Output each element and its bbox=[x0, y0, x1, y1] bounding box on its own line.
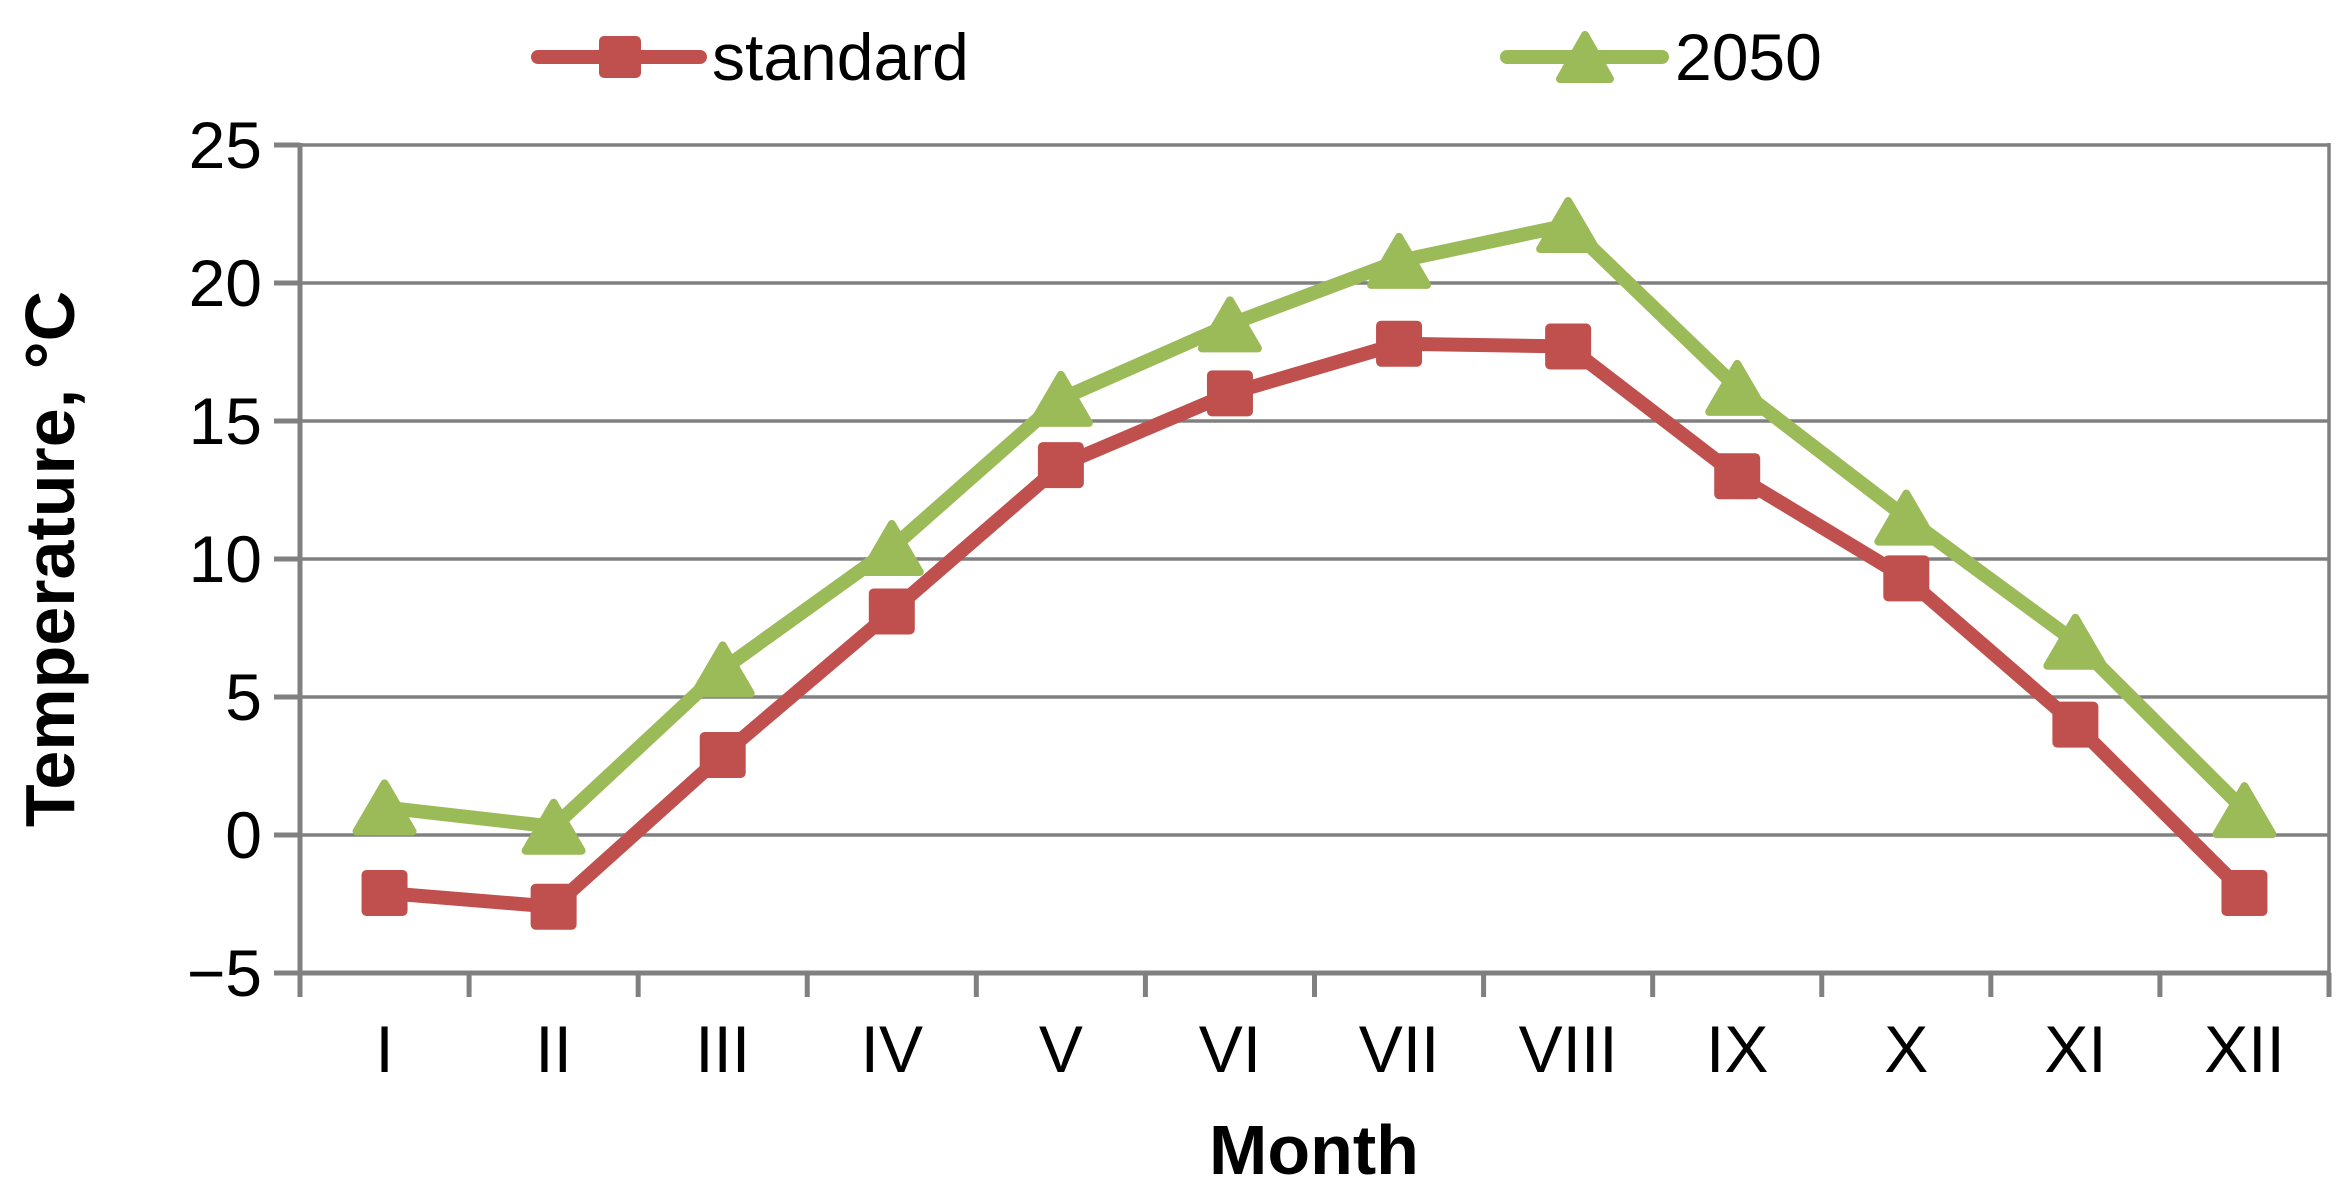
marker-standard-XI bbox=[2052, 701, 2099, 748]
marker-standard-IV bbox=[868, 588, 915, 635]
legend-marker-standard bbox=[599, 36, 641, 78]
marker-2050-X bbox=[1874, 489, 1939, 546]
marker-2050-III bbox=[690, 641, 755, 698]
marker-standard-IX bbox=[1714, 453, 1761, 500]
marker-standard-I bbox=[361, 869, 408, 916]
marker-standard-X bbox=[1883, 555, 1930, 602]
marker-standard-V bbox=[1037, 442, 1084, 489]
x-axis-title: Month bbox=[1209, 1111, 1419, 1189]
marker-2050-VI bbox=[1197, 296, 1262, 353]
y-tick-label-20: 20 bbox=[188, 246, 262, 320]
x-tick-label-VIII: VIII bbox=[1518, 1012, 1618, 1086]
x-tick-label-IV: IV bbox=[860, 1012, 923, 1086]
x-tick-label-XI: XI bbox=[2044, 1012, 2107, 1086]
marker-2050-VIII bbox=[1536, 197, 1601, 254]
x-tick-label-V: V bbox=[1038, 1012, 1083, 1086]
marker-standard-XII bbox=[2221, 869, 2268, 916]
marker-standard-VI bbox=[1206, 370, 1253, 417]
x-tick-label-IX: IX bbox=[1706, 1012, 1769, 1086]
x-tick-label-VII: VII bbox=[1358, 1012, 1440, 1086]
marker-2050-I bbox=[352, 779, 417, 836]
marker-2050-IX bbox=[1705, 359, 1770, 416]
marker-2050-VII bbox=[1367, 232, 1432, 289]
marker-2050-XI bbox=[2043, 613, 2108, 670]
x-tick-label-VI: VI bbox=[1198, 1012, 1262, 1086]
marker-2050-IV bbox=[859, 519, 924, 576]
x-tick-label-XII: XII bbox=[2204, 1012, 2285, 1086]
legend-label-standard: standard bbox=[712, 20, 969, 94]
legend-marker-2050 bbox=[1556, 31, 1614, 83]
series-line-standard bbox=[377, 336, 2252, 914]
x-tick-label-II: II bbox=[535, 1012, 572, 1086]
marker-standard-II bbox=[530, 883, 577, 930]
marker-2050-XII bbox=[2212, 782, 2277, 839]
marker-standard-III bbox=[699, 731, 746, 778]
y-tick-label-5: 5 bbox=[225, 660, 262, 734]
x-tick-label-III: III bbox=[695, 1012, 751, 1086]
y-tick-label-25: 25 bbox=[188, 108, 262, 182]
marker-standard-VIII bbox=[1545, 323, 1592, 370]
legend-label-2050: 2050 bbox=[1675, 20, 1822, 94]
x-tick-label-I: I bbox=[375, 1012, 394, 1086]
y-tick-label-10: 10 bbox=[188, 522, 262, 596]
marker-2050-II bbox=[521, 798, 586, 855]
y-tick-label-15: 15 bbox=[188, 384, 262, 458]
marker-2050-V bbox=[1028, 370, 1093, 427]
x-tick-label-X: X bbox=[1884, 1012, 1929, 1086]
marker-standard-VII bbox=[1376, 320, 1423, 367]
y-tick-label-−5: −5 bbox=[186, 936, 262, 1010]
series-line-2050 bbox=[377, 218, 2252, 834]
y-tick-label-0: 0 bbox=[225, 798, 262, 872]
